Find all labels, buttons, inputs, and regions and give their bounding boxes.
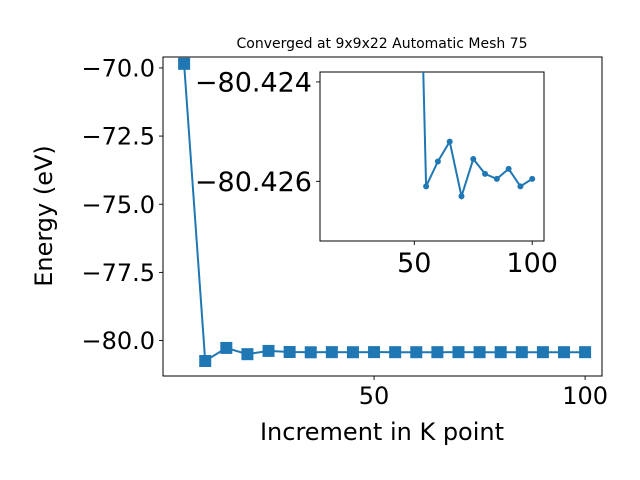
main-y-tick-label: −72.5 <box>81 123 155 151</box>
main-y-tick-label: −80.0 <box>81 327 155 355</box>
y-axis-label: Energy (eV) <box>30 145 58 287</box>
inset-x-tick-label: 50 <box>397 248 431 279</box>
main-point <box>536 346 549 359</box>
main-point <box>178 57 191 70</box>
inset-data <box>422 72 536 201</box>
x-axis-label: Increment in K point <box>260 418 504 446</box>
inset-point <box>493 175 500 182</box>
inset-point <box>434 158 441 165</box>
main-point <box>304 346 317 359</box>
main-point <box>515 346 528 359</box>
main-point <box>494 346 507 359</box>
main-point <box>199 355 212 368</box>
main-point <box>452 346 465 359</box>
main-y-tick-label: −77.5 <box>81 259 155 287</box>
main-point <box>220 341 233 354</box>
inset-plot: 50 100 −80.426 −80.424 <box>195 68 558 279</box>
main-point <box>410 346 423 359</box>
main-point <box>368 346 381 359</box>
inset-point <box>505 165 512 172</box>
main-point <box>389 346 402 359</box>
inset-point <box>470 155 477 162</box>
main-y-tick-label: −75.0 <box>81 191 155 219</box>
main-x-tick-label: 50 <box>359 382 390 410</box>
inset-x-tick-label: 100 <box>506 248 558 279</box>
chart-title: Converged at 9x9x22 Automatic Mesh 75 <box>237 36 528 52</box>
inset-frame <box>319 71 545 242</box>
inset-point <box>423 183 430 190</box>
main-point <box>558 346 571 359</box>
main-point <box>579 346 592 359</box>
inset-point <box>482 170 489 177</box>
main-point <box>283 346 296 359</box>
main-point <box>431 346 444 359</box>
main-point <box>473 346 486 359</box>
main-point <box>325 346 338 359</box>
inset-point <box>458 193 465 200</box>
main-point <box>262 344 275 357</box>
main-y-tick-label: −70.0 <box>81 55 155 83</box>
main-x-tick-label: 100 <box>562 382 608 410</box>
inset-point <box>446 138 453 145</box>
inset-point <box>529 175 536 182</box>
inset-y-tick-label: −80.426 <box>195 167 312 198</box>
main-point <box>241 348 254 361</box>
inset-y-tick-label: −80.424 <box>195 68 312 99</box>
inset-point <box>517 183 524 190</box>
main-data <box>178 57 592 368</box>
main-point <box>346 346 359 359</box>
